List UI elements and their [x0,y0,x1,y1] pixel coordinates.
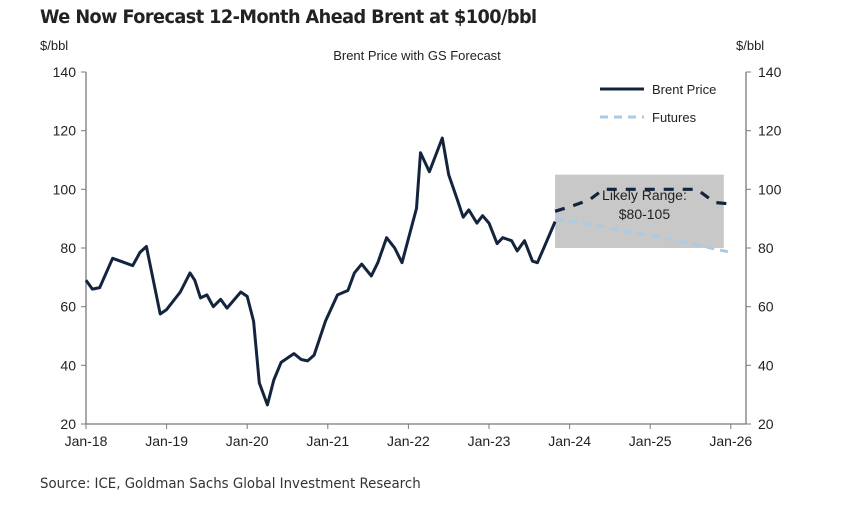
x-tick-label: Jan-20 [226,433,269,449]
legend-brent-label: Brent Price [652,82,716,97]
left-axis-unit: $/bbl [40,38,68,53]
x-tick-label: Jan-23 [468,433,511,449]
right-axis-unit: $/bbl [736,38,764,53]
left-y-tick-label: 60 [60,299,76,315]
right-y-tick-label: 20 [758,416,774,432]
likely-range-label: Likely Range: [602,187,687,203]
left-y-tick-label: 100 [53,181,77,197]
gs-forecast-line [554,187,731,213]
right-y-tick-label: 100 [758,181,782,197]
right-y-tick-label: 140 [758,64,782,80]
likely-range-box [555,174,724,248]
right-y-tick-label: 120 [758,123,782,139]
legend-futures-label: Futures [652,110,697,125]
right-y-tick-label: 80 [758,240,774,256]
x-tick-label: Jan-24 [548,433,591,449]
likely-range-value: $80-105 [619,206,671,222]
x-tick-label: Jan-21 [306,433,349,449]
futures-line [554,217,732,254]
left-y-tick-label: 120 [53,123,77,139]
x-tick-label: Jan-26 [709,433,752,449]
brent-price-line [84,136,557,407]
x-tick-label: Jan-22 [387,433,430,449]
legend: Brent Price Futures [600,82,716,125]
left-y-tick-label: 40 [60,357,76,373]
chart-title: We Now Forecast 12-Month Ahead Brent at … [40,6,537,28]
chart-subtitle: Brent Price with GS Forecast [333,48,501,63]
x-tick-label: Jan-19 [145,433,188,449]
x-tick-label: Jan-25 [629,433,672,449]
left-y-tick-label: 80 [60,240,76,256]
right-y-tick-label: 40 [758,357,774,373]
left-y-tick-label: 140 [53,64,77,80]
right-y-tick-label: 60 [758,299,774,315]
x-tick-label: Jan-18 [65,433,108,449]
source-note: Source: ICE, Goldman Sachs Global Invest… [40,476,421,492]
left-y-tick-label: 20 [60,416,76,432]
